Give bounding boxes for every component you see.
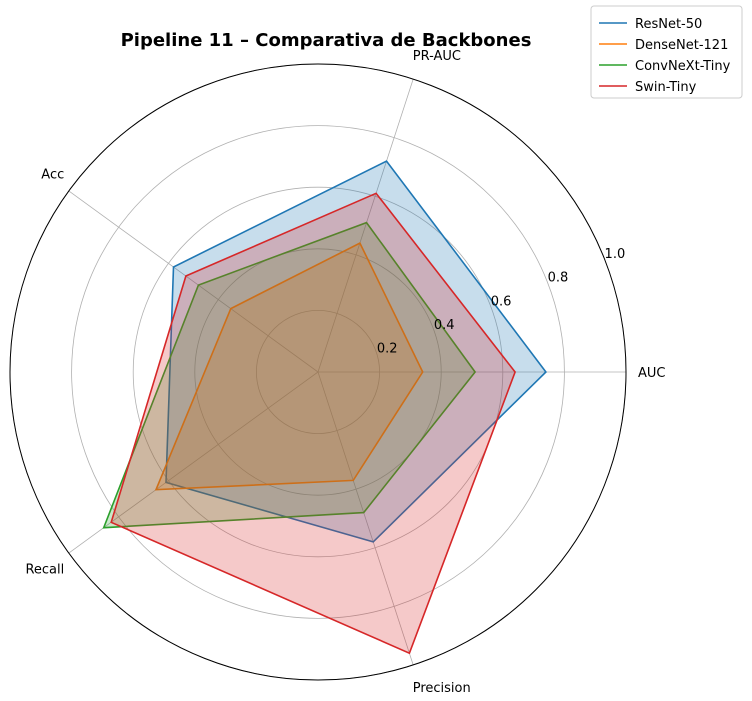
polar-grid bbox=[9, 63, 627, 681]
legend-box bbox=[590, 5, 743, 99]
axis-label-auc: AUC bbox=[638, 366, 666, 381]
radial-tick-label: 0.4 bbox=[434, 318, 455, 333]
legend-entry: DenseNet-121 bbox=[635, 38, 728, 53]
grid-spoke bbox=[317, 371, 414, 666]
series-line-2 bbox=[154, 242, 424, 491]
legend-entry: ResNet-50 bbox=[635, 17, 702, 32]
axis-label-acc: Acc bbox=[41, 167, 64, 182]
legend-entry: ConvNeXt-Tiny bbox=[635, 59, 731, 74]
radial-tick-label: 1.0 bbox=[605, 247, 626, 262]
axis-label-pr-auc: PR-AUC bbox=[413, 49, 461, 64]
series-fill-2 bbox=[156, 243, 423, 490]
series-layer bbox=[102, 160, 547, 655]
grid-spoke bbox=[317, 78, 414, 373]
axis-labels: 0.2 0.4 0.6 0.8 1.0 AUC PR-AUC Acc Recall Precisi… bbox=[25, 49, 665, 696]
series-line-3 bbox=[102, 221, 477, 529]
radial-tick-label: 0.2 bbox=[377, 341, 398, 356]
axis-label-recall: Recall bbox=[25, 563, 64, 578]
radial-tick-label: 0.6 bbox=[491, 294, 512, 309]
series-line-1 bbox=[165, 160, 547, 543]
series-fill-3 bbox=[103, 222, 476, 528]
series-line-4 bbox=[110, 192, 517, 655]
axis-label-precision: Precision bbox=[413, 681, 471, 696]
chart-title: Pipeline 11 – Comparativa de Backbones bbox=[121, 30, 532, 51]
series-fill-1 bbox=[166, 161, 546, 542]
legend-entry: Swin-Tiny bbox=[635, 80, 697, 95]
polar-frame bbox=[9, 63, 627, 681]
series-fill-4 bbox=[111, 193, 516, 654]
legend: ResNet-50 DenseNet-121 ConvNeXt-Tiny Swin-T… bbox=[590, 5, 743, 99]
grid-spoke bbox=[68, 371, 319, 554]
radial-tick-label: 0.8 bbox=[548, 271, 569, 286]
grid-spoke bbox=[68, 190, 319, 373]
